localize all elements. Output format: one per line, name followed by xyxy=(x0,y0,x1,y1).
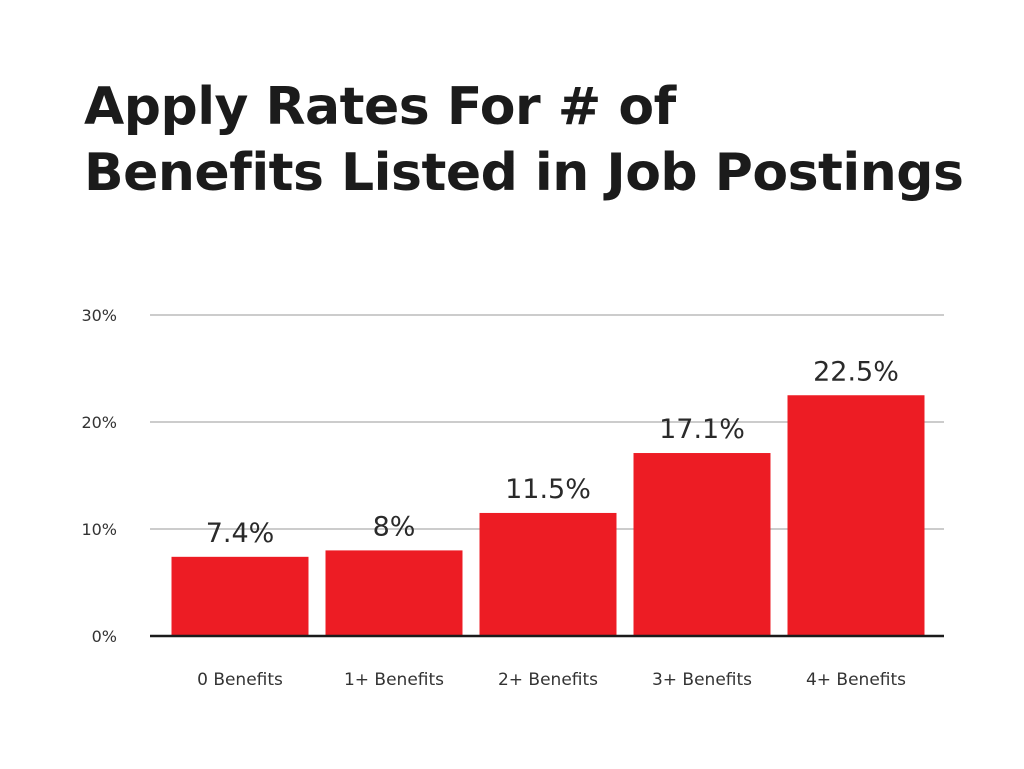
bar xyxy=(479,512,617,636)
y-tick-label: 0% xyxy=(92,627,117,646)
y-axis-tick-labels: 0% 10% 20% 30% xyxy=(81,306,117,646)
data-labels: 7.4% 8% 11.5% 17.1% 22.5% xyxy=(206,356,899,549)
x-category-label: 2+ Benefits xyxy=(498,670,598,690)
data-label: 17.1% xyxy=(659,414,745,445)
y-tick-label: 20% xyxy=(81,413,117,432)
data-label: 22.5% xyxy=(813,356,899,387)
data-label: 7.4% xyxy=(206,518,275,549)
bars xyxy=(171,395,925,636)
bar xyxy=(325,550,463,636)
x-axis-category-labels: 0 Benefits 1+ Benefits 2+ Benefits 3+ Benef… xyxy=(197,670,906,690)
data-label: 11.5% xyxy=(505,474,591,505)
bar xyxy=(633,453,771,636)
x-category-label: 4+ Benefits xyxy=(806,670,906,690)
x-category-label: 3+ Benefits xyxy=(652,670,752,690)
y-tick-label: 30% xyxy=(81,306,117,325)
x-category-label: 1+ Benefits xyxy=(344,670,444,690)
chart-title: Apply Rates For # of Benefits Listed in … xyxy=(84,74,964,206)
chart-title-line-2: Benefits Listed in Job Postings xyxy=(84,143,964,203)
bar xyxy=(171,556,309,636)
bar xyxy=(787,395,925,636)
data-label: 8% xyxy=(373,511,416,542)
chart-title-line-1: Apply Rates For # of xyxy=(84,77,676,137)
y-tick-label: 10% xyxy=(81,520,117,539)
x-category-label: 0 Benefits xyxy=(197,670,283,690)
